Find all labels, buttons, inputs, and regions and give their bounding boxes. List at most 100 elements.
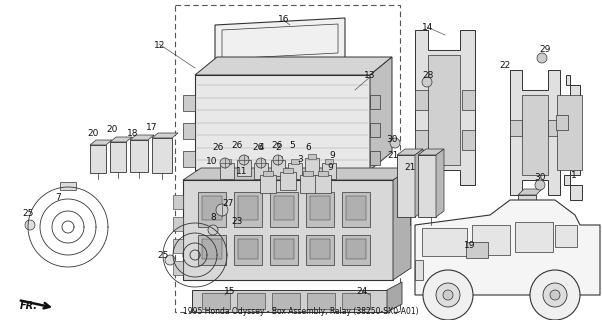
Bar (510, 120, 522, 136)
Polygon shape (415, 200, 600, 295)
Circle shape (220, 158, 230, 168)
Bar (274, 196, 294, 220)
Bar (240, 156, 248, 161)
Text: 30: 30 (534, 173, 546, 182)
Bar (60, 182, 76, 190)
Bar (237, 160, 251, 176)
Bar (173, 239, 183, 253)
Bar (202, 196, 222, 220)
Polygon shape (195, 57, 392, 75)
Bar (152, 138, 172, 173)
Polygon shape (436, 149, 444, 217)
Bar (307, 293, 335, 309)
Circle shape (535, 180, 545, 190)
Circle shape (530, 270, 580, 320)
Circle shape (273, 155, 283, 165)
Bar (183, 95, 195, 111)
Text: 23: 23 (231, 218, 243, 227)
Bar (303, 171, 313, 176)
Bar (175, 5, 400, 312)
Circle shape (216, 204, 228, 216)
Bar (288, 163, 302, 179)
Circle shape (436, 283, 460, 307)
Bar (234, 192, 262, 227)
Bar (466, 242, 488, 258)
Bar (310, 239, 330, 259)
Text: 20: 20 (87, 129, 99, 138)
Bar (198, 192, 226, 227)
Bar (220, 163, 234, 179)
Bar (305, 158, 319, 176)
Bar (202, 293, 230, 309)
Bar (370, 151, 380, 165)
Bar (462, 130, 475, 150)
Bar (173, 261, 183, 275)
Circle shape (208, 225, 218, 235)
Text: 26: 26 (213, 143, 224, 153)
Bar (238, 239, 258, 259)
Bar (237, 293, 265, 309)
Bar (283, 168, 293, 173)
Bar (397, 155, 415, 217)
Bar (238, 196, 258, 220)
Bar (110, 142, 126, 172)
Bar (370, 95, 380, 109)
Bar (254, 163, 268, 179)
Bar (306, 235, 334, 265)
Text: 11: 11 (236, 167, 248, 177)
Bar (274, 156, 282, 161)
Text: 9: 9 (327, 164, 333, 172)
Bar (202, 239, 222, 259)
Polygon shape (215, 18, 345, 65)
Bar (183, 180, 393, 280)
Circle shape (25, 220, 35, 230)
Bar (173, 217, 183, 231)
Bar (271, 160, 285, 176)
Bar (462, 90, 475, 110)
Bar (234, 235, 262, 265)
Text: 13: 13 (364, 71, 376, 81)
Text: 25: 25 (157, 252, 169, 260)
Bar (370, 123, 380, 137)
Circle shape (550, 290, 560, 300)
Bar (422, 228, 467, 256)
Text: 7: 7 (55, 194, 61, 203)
Text: 26: 26 (231, 140, 243, 149)
Circle shape (256, 158, 266, 168)
Text: 26: 26 (272, 140, 283, 149)
Bar (518, 195, 536, 250)
Text: 29: 29 (539, 45, 551, 54)
Polygon shape (90, 140, 112, 145)
Text: 26: 26 (252, 143, 264, 153)
Bar (342, 293, 370, 309)
Text: 3: 3 (297, 156, 303, 164)
Bar (325, 159, 333, 164)
Bar (342, 192, 370, 227)
Bar (195, 75, 370, 170)
Circle shape (423, 270, 473, 320)
Text: 12: 12 (154, 42, 166, 51)
Bar (183, 123, 195, 139)
Bar (263, 171, 273, 176)
Bar (415, 260, 423, 280)
Bar (346, 239, 366, 259)
Text: 18: 18 (127, 129, 138, 138)
Text: 17: 17 (146, 124, 158, 132)
Text: 28: 28 (423, 70, 433, 79)
Circle shape (390, 138, 400, 148)
Bar (300, 175, 316, 193)
Polygon shape (152, 133, 178, 138)
Text: 1995 Honda Odyssey - Box Assembly, Relay (38250-SX0-A01): 1995 Honda Odyssey - Box Assembly, Relay… (183, 307, 419, 316)
Bar (418, 155, 436, 217)
Text: 21: 21 (405, 164, 416, 172)
Circle shape (239, 155, 249, 165)
Bar (555, 225, 577, 247)
Bar (515, 222, 553, 252)
Text: 14: 14 (423, 22, 433, 31)
Text: 19: 19 (464, 241, 476, 250)
Bar (183, 151, 195, 167)
Bar (130, 140, 148, 172)
Circle shape (165, 255, 175, 265)
Polygon shape (183, 168, 411, 180)
Bar (308, 154, 316, 159)
